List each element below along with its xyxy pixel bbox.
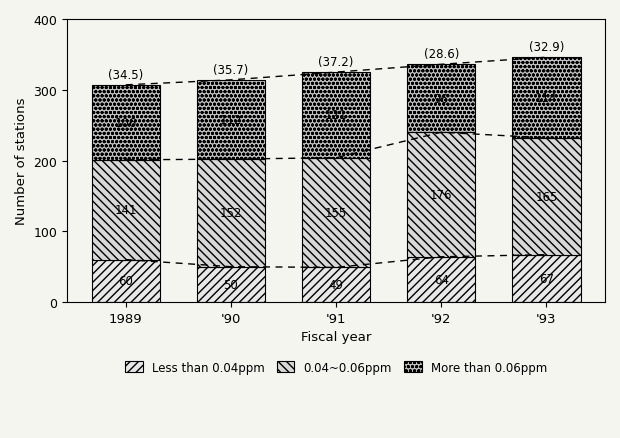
Text: 49: 49 bbox=[329, 279, 343, 292]
Text: 155: 155 bbox=[325, 207, 347, 219]
Bar bbox=[407, 65, 476, 133]
Text: (37.2): (37.2) bbox=[319, 56, 354, 69]
Y-axis label: Number of stations: Number of stations bbox=[15, 98, 28, 225]
Bar bbox=[92, 160, 160, 260]
Text: (34.5): (34.5) bbox=[108, 68, 143, 81]
Bar bbox=[302, 159, 370, 268]
Text: 50: 50 bbox=[224, 278, 238, 291]
Text: 176: 176 bbox=[430, 189, 453, 201]
Bar bbox=[92, 85, 160, 160]
Text: (32.9): (32.9) bbox=[529, 41, 564, 54]
Bar bbox=[197, 267, 265, 302]
Legend: Less than 0.04ppm, 0.04~0.06ppm, More than 0.06ppm: Less than 0.04ppm, 0.04~0.06ppm, More th… bbox=[120, 356, 552, 379]
Text: 64: 64 bbox=[434, 273, 449, 286]
Bar bbox=[302, 268, 370, 302]
Bar bbox=[197, 160, 265, 267]
Text: 121: 121 bbox=[325, 109, 347, 122]
X-axis label: Fiscal year: Fiscal year bbox=[301, 331, 371, 343]
Bar bbox=[197, 81, 265, 160]
Bar bbox=[407, 133, 476, 257]
Text: (28.6): (28.6) bbox=[423, 48, 459, 61]
Text: 141: 141 bbox=[115, 204, 137, 217]
Bar bbox=[512, 58, 580, 138]
Bar bbox=[92, 260, 160, 302]
Text: 165: 165 bbox=[535, 191, 557, 203]
Bar bbox=[512, 255, 580, 302]
Text: 67: 67 bbox=[539, 272, 554, 285]
Bar bbox=[407, 257, 476, 302]
Text: 106: 106 bbox=[115, 117, 137, 130]
Text: 112: 112 bbox=[219, 114, 242, 127]
Text: 96: 96 bbox=[434, 92, 449, 106]
Text: 60: 60 bbox=[118, 275, 133, 288]
Text: 114: 114 bbox=[535, 92, 557, 105]
Bar bbox=[302, 73, 370, 159]
Text: 152: 152 bbox=[219, 207, 242, 220]
Bar bbox=[512, 138, 580, 255]
Text: (35.7): (35.7) bbox=[213, 64, 249, 77]
